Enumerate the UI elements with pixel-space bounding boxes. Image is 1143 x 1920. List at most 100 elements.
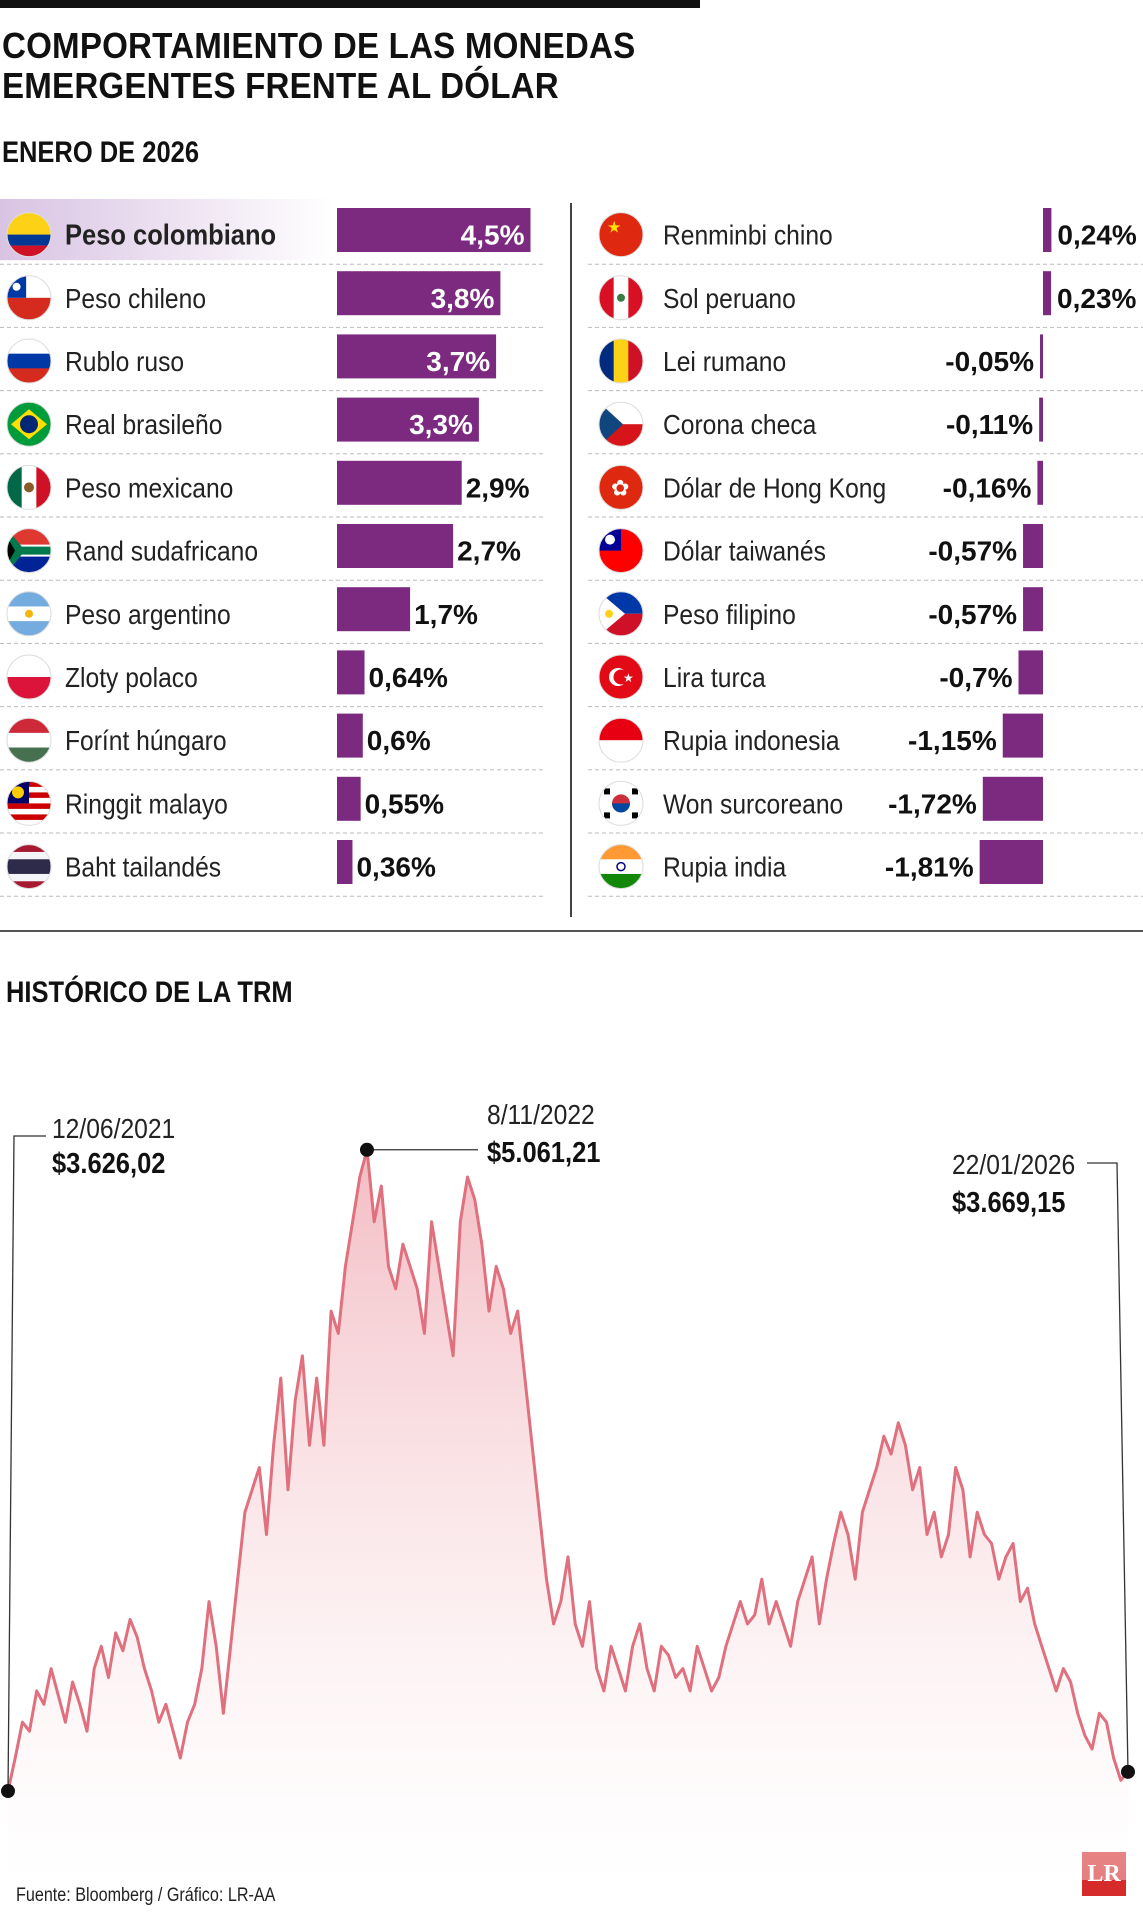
bar bbox=[337, 524, 454, 568]
currency-label: Peso colombiano bbox=[65, 218, 276, 251]
currency-label: Won surcoreano bbox=[663, 788, 843, 820]
bar bbox=[1039, 397, 1043, 442]
flag-china-icon: ★ bbox=[598, 212, 644, 258]
bar bbox=[337, 271, 501, 316]
svg-text:★: ★ bbox=[623, 671, 634, 685]
bar bbox=[1040, 334, 1043, 379]
currency-label: Renminbi chino bbox=[663, 219, 833, 251]
trm-area bbox=[8, 1149, 1128, 1880]
svg-text:★: ★ bbox=[607, 220, 621, 237]
title-line-1: COMPORTAMIENTO DE LAS MONEDAS bbox=[2, 25, 636, 66]
flag-malaysia-icon bbox=[6, 780, 52, 826]
end-date-label: 22/01/2026 bbox=[952, 1149, 1075, 1181]
bar-value-label: -1,72% bbox=[888, 788, 977, 819]
bar bbox=[337, 460, 462, 505]
bar-value-label: 2,9% bbox=[466, 472, 530, 503]
currency-label: Corona checa bbox=[663, 409, 817, 441]
bar-value-label: 3,8% bbox=[431, 283, 495, 314]
section-divider bbox=[0, 930, 1143, 932]
bar bbox=[1043, 208, 1052, 252]
currency-label: Zloty polaco bbox=[65, 662, 198, 694]
end-value-label: $3.669,15 bbox=[952, 1185, 1065, 1218]
bar-value-label: 4,5% bbox=[461, 220, 525, 251]
highlight-band bbox=[0, 199, 335, 261]
currency-label: Peso filipino bbox=[663, 598, 796, 630]
page-title: COMPORTAMIENTO DE LAS MONEDAS EMERGENTES… bbox=[2, 26, 701, 106]
bar bbox=[337, 397, 479, 442]
bar bbox=[979, 840, 1043, 884]
bar-value-label: -1,81% bbox=[885, 852, 974, 883]
bar-value-label: 1,7% bbox=[414, 599, 478, 630]
flag-hong-kong-icon: ✿ bbox=[598, 464, 644, 510]
bar-value-label: 0,23% bbox=[1057, 283, 1136, 314]
column-divider bbox=[570, 203, 572, 917]
bar bbox=[1023, 524, 1043, 568]
bar-value-label: -0,16% bbox=[943, 472, 1032, 503]
bar-value-label: 2,7% bbox=[457, 536, 521, 567]
currency-label: Sol peruano bbox=[663, 282, 796, 314]
currency-label: Forínt húngaro bbox=[65, 725, 227, 757]
flag-brazil-icon bbox=[6, 401, 52, 447]
bar-value-label: -0,57% bbox=[928, 536, 1017, 567]
bar-value-label: -0,57% bbox=[928, 599, 1017, 630]
flag-russia-icon bbox=[6, 338, 52, 384]
bar-value-label: 0,36% bbox=[356, 852, 435, 883]
bar-value-label: 0,24% bbox=[1057, 220, 1136, 251]
chart-subtitle: ENERO DE 2026 bbox=[2, 136, 200, 169]
bar bbox=[337, 208, 531, 252]
flag-colombia-icon bbox=[6, 212, 52, 258]
bar bbox=[1043, 271, 1052, 316]
bar bbox=[337, 776, 361, 821]
flag-mexico-icon bbox=[6, 464, 52, 510]
flag-turkey-icon: ★ bbox=[598, 654, 644, 700]
bar-value-label: -1,15% bbox=[908, 725, 997, 756]
max-value-label: $5.061,21 bbox=[487, 1135, 600, 1168]
currency-label: Rupia india bbox=[663, 851, 787, 883]
leader-line bbox=[1087, 1162, 1129, 1772]
currency-label: Rublo ruso bbox=[65, 346, 184, 378]
flag-romania-icon bbox=[598, 338, 644, 384]
flag-south-africa-icon bbox=[6, 528, 52, 574]
flag-hungary-icon bbox=[6, 717, 52, 763]
flag-chile-icon bbox=[6, 275, 52, 321]
bar bbox=[982, 776, 1043, 821]
bar bbox=[337, 650, 365, 695]
currency-label: Peso mexicano bbox=[65, 472, 233, 504]
max-date-label: 8/11/2022 bbox=[487, 1099, 595, 1131]
bar-value-label: 0,6% bbox=[367, 725, 431, 756]
flag-czechia-icon bbox=[598, 401, 644, 447]
bar bbox=[1037, 460, 1043, 505]
max-point-marker bbox=[359, 1142, 374, 1157]
flag-india-icon bbox=[598, 844, 644, 890]
start-point-marker bbox=[1, 1784, 15, 1799]
bar bbox=[1018, 650, 1043, 695]
bar-value-label: 3,7% bbox=[426, 346, 490, 377]
currency-label: Dólar taiwanés bbox=[663, 535, 826, 567]
flag-south-korea-icon bbox=[598, 780, 644, 826]
bar bbox=[337, 334, 497, 379]
currency-label: Real brasileño bbox=[65, 409, 222, 441]
currency-label: Lira turca bbox=[663, 662, 766, 694]
currency-label: Ringgit malayo bbox=[65, 788, 228, 820]
currency-label: Rupia indonesia bbox=[663, 725, 840, 757]
start-date-label: 12/06/2021 bbox=[52, 1113, 175, 1145]
bar bbox=[1002, 713, 1043, 758]
bar-value-label: -0,11% bbox=[946, 409, 1033, 440]
bar bbox=[337, 587, 411, 632]
top-rule bbox=[0, 0, 700, 8]
bar-value-label: 3,3% bbox=[409, 409, 473, 440]
flag-thailand-icon bbox=[6, 844, 52, 890]
bar-value-label: 0,64% bbox=[369, 662, 448, 693]
bar bbox=[337, 713, 363, 758]
currency-label: Baht tailandés bbox=[65, 851, 221, 883]
trm-section-title: HISTÓRICO DE LA TRM bbox=[6, 976, 293, 1009]
title-line-2: EMERGENTES FRENTE AL DÓLAR bbox=[2, 65, 559, 106]
flag-taiwan-icon bbox=[598, 528, 644, 574]
bar bbox=[1023, 587, 1043, 632]
currency-label: Peso chileno bbox=[65, 282, 206, 314]
currency-label: Dólar de Hong Kong bbox=[663, 472, 886, 504]
flag-peru-icon bbox=[598, 275, 644, 321]
flag-indonesia-icon bbox=[598, 717, 644, 763]
flag-poland-icon bbox=[6, 654, 52, 700]
